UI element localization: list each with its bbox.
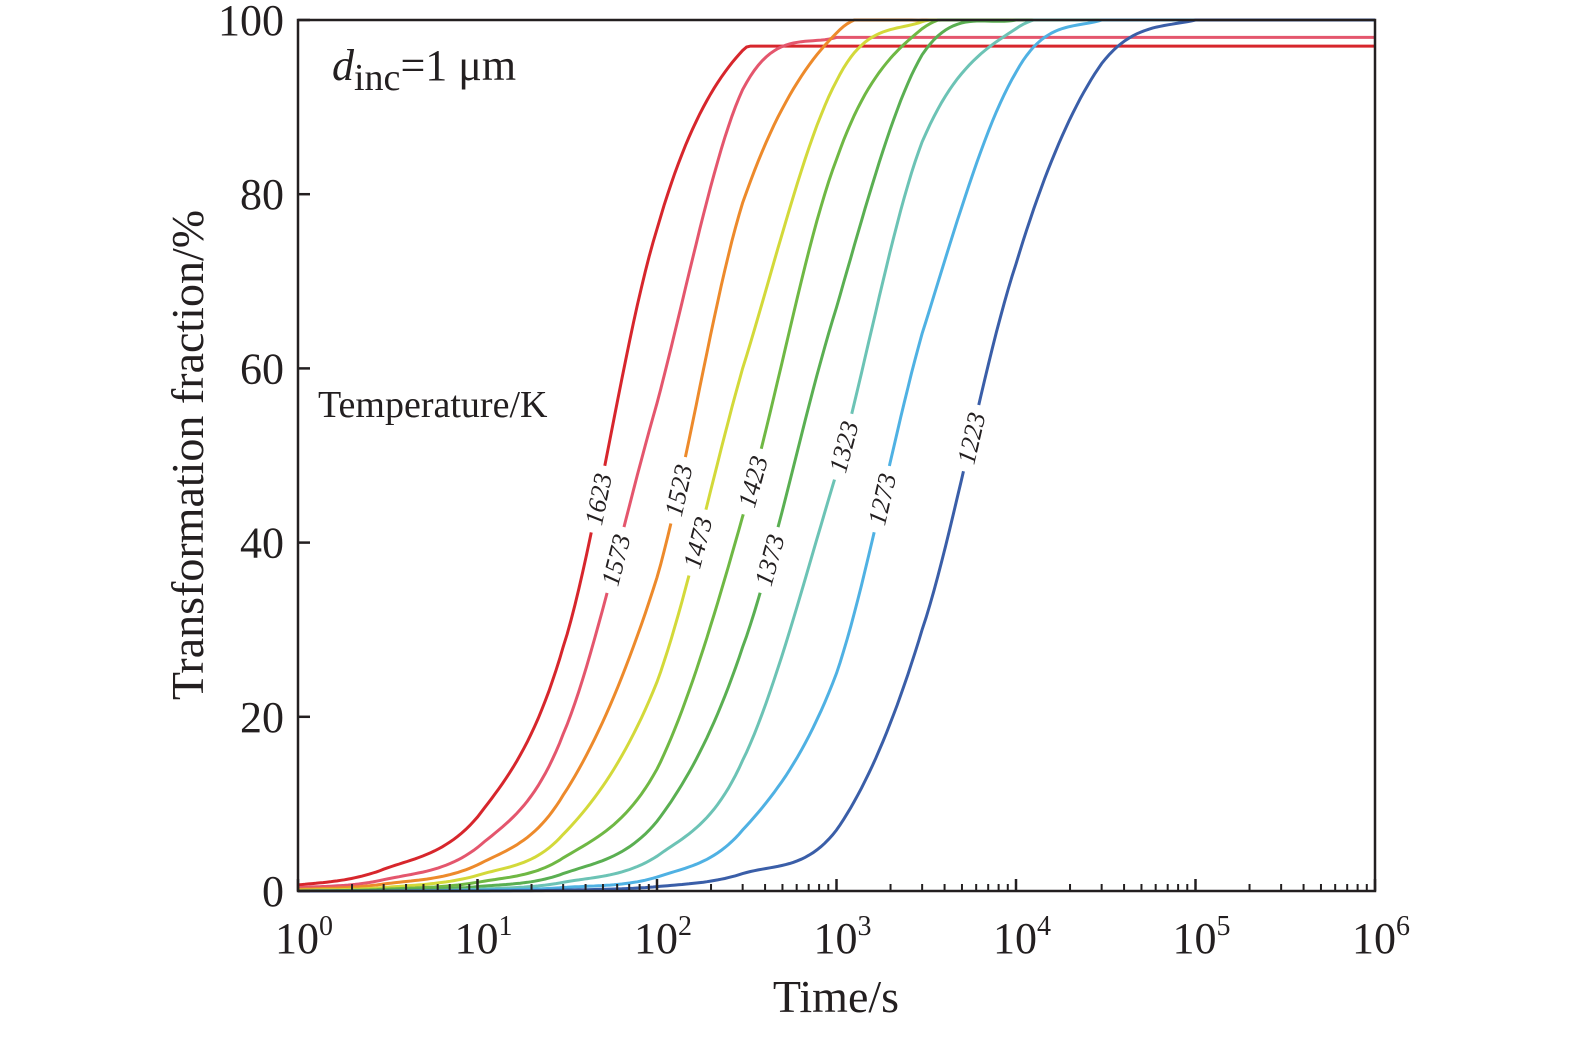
annotation-rest: =1 μm — [400, 41, 516, 90]
x-tick-label: 100 — [275, 911, 333, 963]
y-tick-label: 20 — [240, 693, 284, 742]
legend-title: Temperature/K — [318, 384, 548, 426]
x-tick-exponent: 4 — [1037, 911, 1051, 942]
series-label-1423: 1423 — [732, 453, 774, 511]
x-tick-base: 10 — [1352, 914, 1396, 963]
x-tick-exponent: 0 — [319, 911, 333, 942]
series-label-bg — [591, 523, 640, 597]
x-tick-label: 102 — [634, 911, 692, 963]
series-label-bg — [673, 505, 722, 580]
y-tick-label: 80 — [240, 170, 284, 219]
x-tick-exponent: 2 — [678, 911, 692, 942]
series-label-bg — [947, 401, 995, 475]
series-label-group-1373: 1373 — [744, 522, 794, 598]
series-label-group-1273: 1273 — [858, 462, 905, 536]
x-tick-exponent: 6 — [1396, 911, 1410, 942]
x-tick-base: 10 — [634, 914, 678, 963]
x-tick-base: 10 — [814, 914, 858, 963]
x-tick-base: 10 — [455, 914, 499, 963]
series-line-1573 — [297, 35, 1375, 889]
series-label-1323: 1323 — [823, 418, 864, 476]
x-tick-label: 104 — [993, 911, 1051, 963]
series-label-1573: 1573 — [596, 531, 637, 589]
series-line-1623 — [297, 44, 1375, 887]
plot-frame — [296, 18, 1377, 893]
series-label-1373: 1373 — [749, 531, 791, 589]
y-axis-title: Transformation fraction/% — [162, 210, 213, 700]
x-axis-title: Time/s — [773, 971, 899, 1022]
series-label-1273: 1273 — [862, 471, 902, 528]
x-tick-exponent: 1 — [499, 911, 513, 942]
inclusion-size-annotation: dinc=1 μm — [332, 41, 516, 99]
series-label-bg — [728, 444, 777, 519]
x-tick-label: 103 — [814, 911, 872, 963]
series-label-group-1573: 1573 — [591, 523, 640, 597]
y-tick-label: 100 — [218, 0, 284, 45]
y-tick-label: 0 — [262, 867, 284, 916]
x-tick-base: 10 — [275, 914, 319, 963]
x-tick-label: 105 — [1173, 911, 1231, 963]
series-label-bg — [819, 409, 868, 484]
x-tick-base: 10 — [1173, 914, 1217, 963]
series-label-1223: 1223 — [952, 410, 992, 467]
x-tick-base: 10 — [993, 914, 1037, 963]
series-label-group-1223: 1223 — [947, 401, 995, 475]
series-label-bg — [858, 462, 905, 536]
series-label-group-1323: 1323 — [819, 409, 868, 484]
series-label-bg — [744, 522, 794, 598]
x-tick-label: 101 — [455, 911, 513, 963]
x-tick-label: 106 — [1352, 911, 1410, 963]
series-label-1623: 1623 — [579, 471, 618, 528]
annotation-symbol: d — [332, 41, 355, 90]
x-tick-exponent: 5 — [1217, 911, 1231, 942]
series-label-bg — [575, 462, 621, 536]
y-tick-label: 40 — [240, 519, 284, 568]
annotation-subscript: inc — [354, 57, 400, 99]
y-tick-label: 60 — [240, 344, 284, 393]
x-tick-exponent: 3 — [858, 911, 872, 942]
series-label-group-1423: 1423 — [728, 444, 777, 519]
